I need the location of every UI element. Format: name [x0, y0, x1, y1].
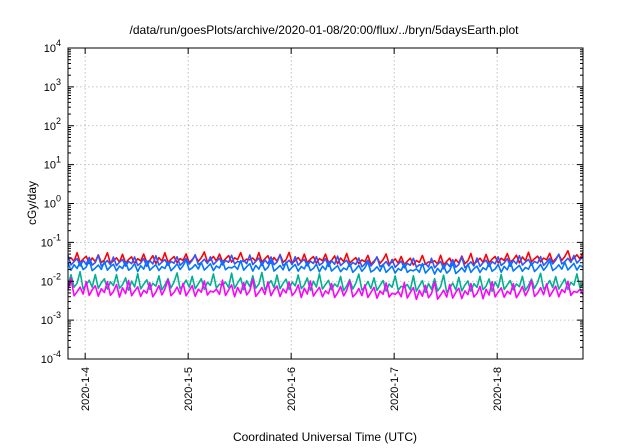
series-line: [67, 259, 584, 275]
x-tick-label: 2020-1-8: [492, 367, 504, 411]
grid-lines: [68, 47, 583, 360]
x-tick-label: 2020-1-6: [286, 367, 298, 411]
y-tick-label: 100: [44, 194, 61, 211]
series-layer: [67, 249, 584, 301]
y-tick-label: 101: [44, 155, 61, 172]
y-axis-label: cGy/day: [25, 181, 39, 225]
series-line: [67, 277, 584, 301]
y-tick-label: 104: [44, 38, 61, 55]
series-line: [67, 253, 584, 270]
y-tick-label: 103: [44, 77, 61, 94]
y-tick-label: 10-3: [41, 310, 61, 327]
chart-title: /data/run/goesPlots/archive/2020-01-08/2…: [130, 23, 520, 37]
y-tick-label: 10-4: [41, 349, 61, 366]
x-tick-label: 2020-1-7: [389, 367, 401, 411]
x-tick-label: 2020-1-5: [183, 367, 195, 411]
series-line: [67, 270, 584, 294]
x-axis-label: Coordinated Universal Time (UTC): [233, 430, 417, 444]
y-tick-label: 102: [44, 116, 61, 133]
x-tick-label: 2020-1-4: [80, 367, 92, 411]
axis-ticks: 10-4 10-3 10-2 10-1 100 101 102 103 104 2020-1-4 2…: [41, 38, 583, 411]
y-tick-label: 10-2: [41, 271, 61, 288]
y-tick-label: 10-1: [41, 232, 61, 249]
